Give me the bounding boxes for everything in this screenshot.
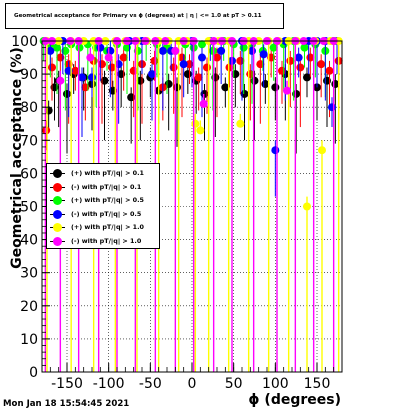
data-point (179, 60, 188, 69)
series-4 (43, 37, 343, 372)
y-tick-label: 80 (20, 100, 38, 116)
legend-marker (53, 209, 62, 219)
data-point (217, 46, 226, 55)
legend-item-2: (+) with pT/|q| > 0.5 (47, 194, 159, 207)
data-point (303, 202, 311, 211)
data-point (317, 60, 326, 69)
legend-marker (53, 237, 62, 246)
data-point (71, 66, 80, 75)
data-point (119, 53, 128, 62)
data-point (42, 126, 51, 135)
x-tick-label: 150 (304, 376, 331, 392)
legend-label: (-) with pT/|q| > 0.1 (71, 182, 142, 191)
data-point (158, 46, 167, 55)
data-point (325, 66, 334, 75)
data-point (318, 146, 326, 155)
legend-item-5: (-) with pT/|q| > 1.0 (47, 235, 159, 248)
y-tick-label: 100 (11, 34, 38, 50)
legend-label: (+) with pT/|q| > 0.5 (71, 196, 144, 205)
legend-item-1: (-) with pT/|q| > 0.1 (47, 181, 159, 194)
data-point (213, 53, 221, 62)
legend-item-0: (+) with pT/|q| > 0.1 (47, 167, 159, 180)
data-point (203, 63, 211, 72)
data-point (56, 76, 65, 85)
y-tick-label: 0 (29, 365, 38, 381)
legend-marker (53, 182, 62, 192)
legend-item-3: (-) with pT/|q| > 0.5 (47, 208, 159, 221)
title-box: Geometrical acceptance for Primary vs ϕ … (5, 3, 284, 29)
legend-marker (53, 196, 62, 206)
data-point (171, 46, 180, 55)
data-point (48, 63, 56, 72)
data-point (198, 53, 206, 62)
x-tick-label: 0 (188, 376, 197, 392)
data-point (278, 66, 286, 75)
data-point (194, 73, 203, 82)
legend: (+) with pT/|q| > 0.1 (-) with pT/|q| > 0… (46, 163, 160, 249)
data-point (61, 46, 70, 55)
y-tick-label: 90 (20, 67, 38, 83)
legend-marker (53, 169, 62, 178)
data-point (56, 53, 65, 62)
series-layer (39, 37, 343, 372)
data-point (283, 86, 291, 95)
data-point (104, 53, 113, 62)
data-point (199, 99, 208, 108)
x-tick-label: -100 (93, 376, 125, 392)
legend-item-4: (+) with pT/|q| > 1.0 (47, 221, 159, 234)
data-point (328, 103, 336, 112)
data-point (183, 70, 192, 79)
x-tick-label: -50 (139, 376, 162, 392)
y-tick-label: 30 (20, 266, 38, 282)
data-point (269, 43, 278, 52)
data-point (296, 63, 305, 72)
y-tick-label: 50 (20, 200, 38, 216)
data-point (221, 83, 230, 92)
legend-label: (+) with pT/|q| > 0.1 (71, 169, 144, 177)
ticks: 0 10 20 30 40 50 60 70 80 90 100 -150 -100 -50 0 50 100 1… (11, 34, 335, 392)
data-point (173, 83, 181, 92)
data-point (198, 40, 206, 49)
legend-label: (+) with pT/|q| > 1.0 (71, 223, 144, 232)
data-point (271, 146, 280, 155)
y-tick-label: 60 (20, 166, 38, 182)
y-tick-label: 40 (20, 233, 38, 249)
data-point (286, 56, 295, 65)
legend-marker (53, 223, 62, 233)
x-axis-label: ϕ (degrees) (248, 392, 341, 408)
y-tick-label: 10 (20, 332, 38, 348)
data-point (236, 56, 245, 65)
data-point (148, 70, 156, 79)
y-axis-label: Geometrical acceptance (%) (9, 47, 25, 269)
data-point (271, 83, 280, 92)
data-point (75, 43, 84, 52)
x-tick-label: 50 (225, 376, 243, 392)
data-point (300, 43, 309, 52)
legend-label: (-) with pT/|q| > 0.5 (71, 209, 142, 218)
legend-label: (-) with pT/|q| > 1.0 (71, 237, 142, 245)
data-point (236, 119, 245, 128)
data-point (46, 46, 55, 55)
data-point (303, 73, 311, 82)
chart-title: Geometrical acceptance for Primary vs ϕ … (14, 13, 262, 19)
data-point (63, 89, 71, 98)
timestamp: Mon Jan 18 15:54:45 2021 (3, 399, 130, 409)
data-point (88, 73, 96, 82)
y-tick-label: 70 (20, 133, 38, 149)
data-point (86, 53, 95, 62)
x-tick-label: 100 (262, 376, 289, 392)
data-point (53, 43, 61, 52)
data-point (259, 50, 268, 59)
y-tick-label: 20 (20, 299, 38, 315)
x-tick-label: -150 (51, 376, 83, 392)
data-point (196, 126, 205, 135)
data-point (78, 73, 86, 82)
data-point (191, 119, 200, 128)
data-point (294, 53, 303, 62)
